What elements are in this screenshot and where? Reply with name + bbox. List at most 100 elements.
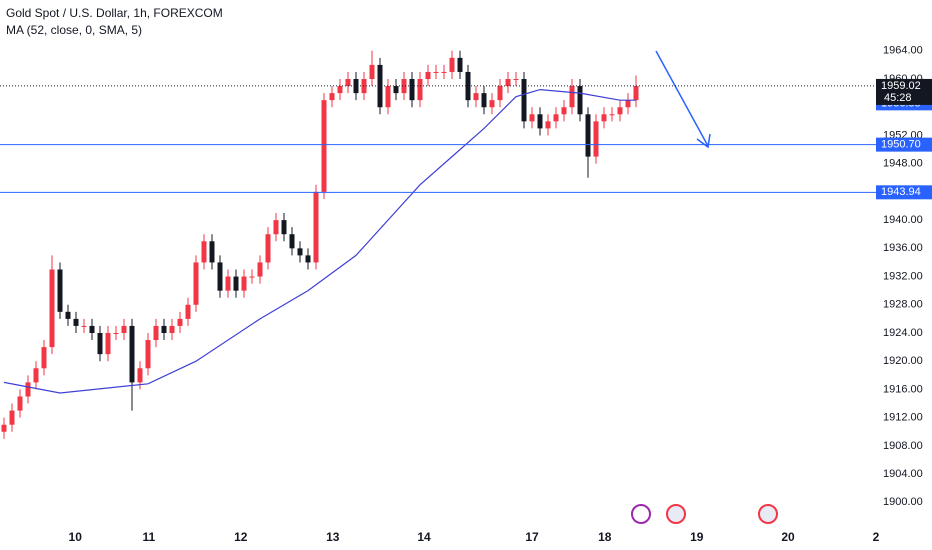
y-tick-label: 1916.00 [883, 383, 923, 395]
candle-body [401, 79, 407, 94]
candle-body [553, 114, 559, 122]
candle-body [217, 262, 223, 291]
candle-body [81, 325, 87, 327]
candle-body [625, 100, 631, 108]
candle-body [633, 86, 639, 101]
candle-body [201, 241, 207, 263]
x-tick-label: 13 [326, 530, 340, 544]
candle-body [489, 100, 495, 108]
y-tick-label: 1912.00 [883, 412, 923, 424]
candle-body [9, 410, 15, 425]
y-tick-label: 1908.00 [883, 440, 923, 452]
y-tick-label: 1900.00 [883, 496, 923, 508]
candle-body [441, 71, 447, 73]
candle-body [1, 424, 7, 432]
price-tag-label: 1959.02 [881, 80, 921, 92]
candle-body [473, 93, 479, 101]
candle-body [249, 276, 255, 278]
candle-body [369, 64, 375, 80]
candle-body [41, 347, 47, 369]
candle-body [513, 79, 519, 81]
y-tick-label: 1920.00 [883, 355, 923, 367]
candle-body [593, 121, 599, 157]
candle-body [505, 79, 511, 87]
candle-body [545, 121, 551, 129]
candle-body [97, 332, 103, 355]
forecast-arrow [655, 50, 711, 149]
candle-body [361, 79, 367, 94]
ma-line [3, 88, 636, 394]
price-tag-label: 1943.94 [881, 186, 921, 198]
candle-body [129, 325, 135, 383]
candle-body [409, 79, 415, 101]
candle-body [537, 114, 543, 129]
candle-body [345, 79, 351, 87]
candle-body [313, 191, 319, 263]
candle-body [529, 114, 535, 122]
candle-body [145, 340, 151, 369]
candle-body [585, 114, 591, 157]
x-tick-label: 18 [598, 530, 612, 544]
candle-body [33, 368, 39, 383]
candle-body [481, 93, 487, 108]
x-tick-label: 14 [417, 530, 431, 544]
candle-body [273, 220, 279, 235]
candle-body [609, 114, 615, 116]
y-tick-label: 1940.00 [883, 214, 923, 226]
candle-body [177, 318, 183, 326]
candle-body [121, 325, 127, 333]
candle-body [105, 332, 111, 355]
price-tag [876, 185, 932, 200]
candle-body [393, 86, 399, 94]
x-tick-label: 11 [142, 530, 155, 544]
x-tick-label: 17 [525, 530, 539, 544]
y-tick-label: 1928.00 [883, 299, 923, 311]
candle-body [337, 86, 343, 94]
candle-body [353, 79, 359, 94]
candle-body [521, 79, 527, 122]
price-tag-label: 1950.70 [881, 139, 921, 151]
candle-body [457, 57, 463, 72]
candle-body [433, 71, 439, 73]
candle-body [153, 325, 159, 341]
candle-body [209, 241, 215, 263]
y-tick-label: 1936.00 [883, 242, 923, 254]
price-tag [876, 137, 932, 152]
candle-body [561, 107, 567, 115]
indicator-label: MA (52, close, 0, SMA, 5) [6, 23, 142, 37]
candle-body [577, 86, 583, 115]
candle-body [297, 248, 303, 256]
x-tick-label: 10 [69, 530, 83, 544]
candle-body [241, 276, 247, 291]
candle-body [497, 86, 503, 101]
candle-body [281, 220, 287, 235]
candle-body [321, 100, 327, 192]
price-tag [876, 78, 932, 105]
candle-body [193, 262, 199, 305]
candle-body [569, 86, 575, 108]
event-icons [631, 504, 778, 524]
candle-body [73, 318, 79, 326]
chart-title: Gold Spot / U.S. Dollar, 1h, FOREXCOM [6, 6, 223, 20]
candle-body [617, 107, 623, 115]
candle-body [265, 234, 271, 263]
candle-body [225, 276, 231, 291]
candle-body [113, 332, 119, 334]
candle-body [601, 114, 607, 122]
candle-body [25, 382, 31, 397]
candle-body [57, 269, 63, 312]
y-tick-label: 1932.00 [883, 270, 923, 282]
candle-body [169, 325, 175, 333]
candle-body [329, 93, 335, 101]
candle-body [233, 276, 239, 291]
y-tick-label: 1904.00 [883, 468, 923, 480]
candle-body [377, 64, 383, 108]
x-tick-label: 2 [873, 530, 880, 544]
candle-body [17, 396, 23, 411]
candle-body [137, 368, 143, 383]
candle-body [289, 234, 295, 249]
candle-body [385, 86, 391, 108]
countdown: 45:28 [884, 92, 912, 104]
candle-body [257, 262, 263, 277]
